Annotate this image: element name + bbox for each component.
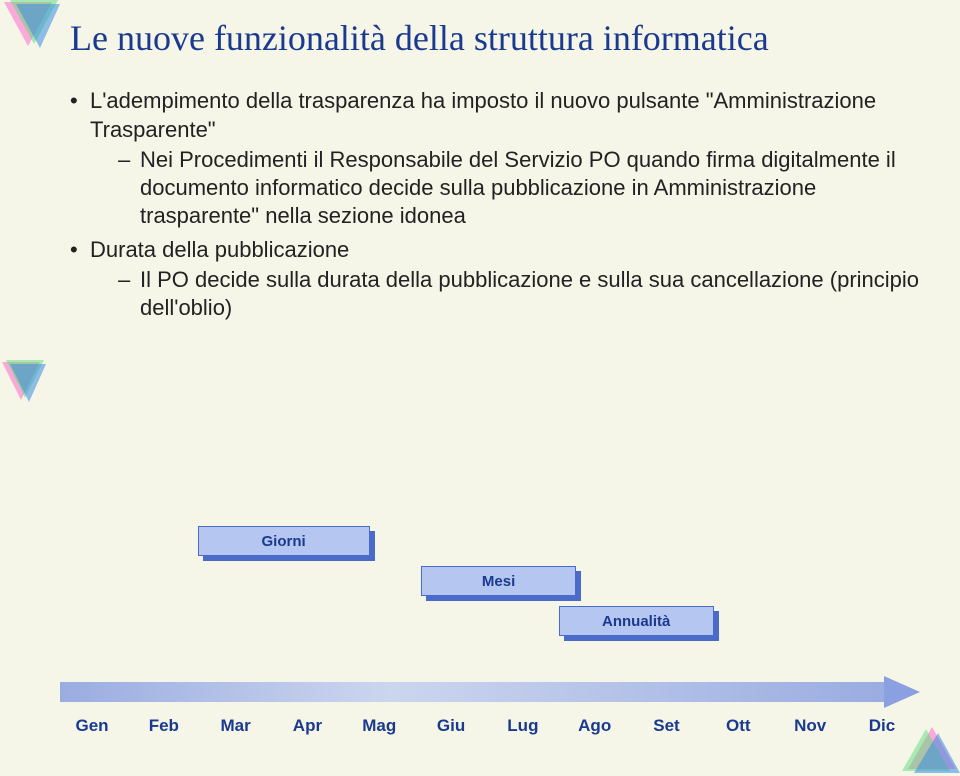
timeline-block: Mesi [421, 566, 576, 596]
sub-bullet-text: Nei Procedimenti il Responsabile del Ser… [140, 147, 896, 228]
timeline-block: Annualità [559, 606, 714, 636]
timeline-month-label: Feb [136, 716, 192, 736]
timeline-month-label: Apr [279, 716, 335, 736]
slide-title: Le nuove funzionalità della struttura in… [70, 18, 930, 59]
timeline-month-label: Dic [854, 716, 910, 736]
timeline-month-label: Lug [495, 716, 551, 736]
timeline-month-label: Ott [710, 716, 766, 736]
bullet-text: Durata della pubblicazione [90, 237, 349, 262]
timeline-diagram: Giorni Mesi Annualità Gen Feb Mar Apr Mag Giu Lu… [60, 526, 920, 736]
timeline-month-label: Gen [64, 716, 120, 736]
timeline-month-label: Mag [351, 716, 407, 736]
timeline-arrow [60, 678, 920, 706]
timeline-block-label: Giorni [262, 533, 306, 550]
timeline-block-label: Mesi [482, 573, 515, 590]
bullet-text: L'adempimento della trasparenza ha impos… [90, 88, 876, 141]
timeline-month-label: Mar [208, 716, 264, 736]
decor-triangle-top-left [0, 0, 60, 55]
decor-triangle-mid-left [0, 360, 46, 408]
sub-bullet-text: Il PO decide sulla durata della pubblica… [140, 267, 919, 320]
timeline-month-label: Ago [567, 716, 623, 736]
sub-bullet-item: Il PO decide sulla durata della pubblica… [118, 266, 930, 322]
timeline-month-label: Set [639, 716, 695, 736]
bullet-item: Durata della pubblicazione Il PO decide … [70, 236, 930, 322]
timeline-month-label: Nov [782, 716, 838, 736]
timeline-block-label: Annualità [602, 613, 670, 630]
timeline-months: Gen Feb Mar Apr Mag Giu Lug Ago Set Ott Nov Dic [60, 716, 920, 736]
sub-bullet-item: Nei Procedimenti il Responsabile del Ser… [118, 146, 930, 230]
bullet-item: L'adempimento della trasparenza ha impos… [70, 87, 930, 230]
slide-body: L'adempimento della trasparenza ha impos… [70, 87, 930, 322]
slide-content: Le nuove funzionalità della struttura in… [70, 18, 930, 329]
timeline-block: Giorni [198, 526, 370, 556]
timeline-month-label: Giu [423, 716, 479, 736]
